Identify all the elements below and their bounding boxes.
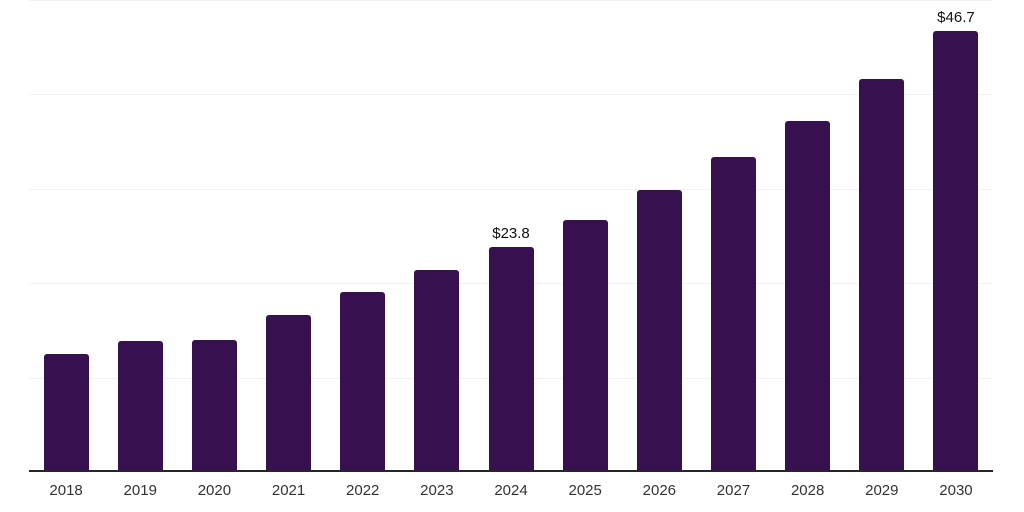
bar-2019 xyxy=(117,340,163,472)
x-tick-label-2030: 2030 xyxy=(939,482,973,499)
x-tick-label-2020: 2020 xyxy=(197,482,232,499)
bar-2030: $46.7 xyxy=(933,9,979,472)
bar-slot-2030: $46.7 xyxy=(919,0,993,472)
x-tick-label-2018: 2018 xyxy=(49,482,83,499)
plot-area: $23.8 $46.7 xyxy=(29,0,993,472)
x-tick-label-2027: 2027 xyxy=(716,482,751,499)
x-tick-label-2026: 2026 xyxy=(642,482,677,499)
bar-2023 xyxy=(414,270,460,472)
gridline-50 xyxy=(29,0,993,1)
x-tick-label-2021: 2021 xyxy=(271,482,306,499)
bar-2026 xyxy=(636,189,682,472)
x-axis-line xyxy=(29,470,993,472)
x-tick-label-2023: 2023 xyxy=(420,482,454,499)
gridline-30 xyxy=(29,189,993,190)
bar-slot-2026 xyxy=(622,0,696,472)
bar-value-label-2024: $23.8 xyxy=(492,225,530,243)
bar-slot-2028 xyxy=(771,0,845,472)
bar-2022 xyxy=(340,291,386,472)
bar-2024: $23.8 xyxy=(488,225,534,472)
bar-slot-2019 xyxy=(103,0,177,472)
bar-slot-2022 xyxy=(326,0,400,472)
bar-slot-2027 xyxy=(696,0,770,472)
bar-slot-2020 xyxy=(177,0,251,472)
x-tick-label-2022: 2022 xyxy=(346,482,380,499)
x-axis-tick-labels: 2018 2019 2020 2021 2022 2023 2024 2025 2026 2027… xyxy=(29,482,993,499)
bar-2027 xyxy=(710,156,756,472)
bar-slot-2021 xyxy=(251,0,325,472)
bar-2029 xyxy=(859,79,905,472)
bar-2025 xyxy=(562,220,608,472)
bar-slot-2018 xyxy=(29,0,103,472)
x-tick-label-2028: 2028 xyxy=(790,482,825,499)
bar-slot-2029 xyxy=(845,0,919,472)
bar-slot-2023 xyxy=(400,0,474,472)
x-tick-label-2024: 2024 xyxy=(494,482,528,499)
gridline-40 xyxy=(29,94,993,95)
bar-2020 xyxy=(191,339,237,472)
bar-slot-2025 xyxy=(548,0,622,472)
x-tick-label-2029: 2029 xyxy=(865,482,899,499)
bars-container: $23.8 $46.7 xyxy=(29,0,993,472)
bar-2018 xyxy=(43,354,89,472)
x-tick-label-2025: 2025 xyxy=(568,482,602,499)
bar-slot-2024: $23.8 xyxy=(474,0,548,472)
x-tick-label-2019: 2019 xyxy=(123,482,157,499)
bar-value-label-2030: $46.7 xyxy=(937,9,975,27)
bar-2028 xyxy=(785,120,831,472)
bar-2021 xyxy=(266,315,312,472)
